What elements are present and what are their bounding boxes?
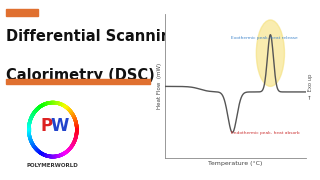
X-axis label: Temperature (°C): Temperature (°C) <box>208 161 262 166</box>
Text: Exothermic peak- heat release: Exothermic peak- heat release <box>231 36 298 40</box>
Text: Endothermic peak- heat absorb: Endothermic peak- heat absorb <box>231 130 300 135</box>
Y-axis label: Heat Flow  (mW): Heat Flow (mW) <box>157 63 162 109</box>
Bar <box>6 79 150 84</box>
Text: P: P <box>40 117 52 135</box>
Text: Differential Scanning: Differential Scanning <box>6 29 182 44</box>
Text: Calorimetry (DSC): Calorimetry (DSC) <box>6 68 155 83</box>
Ellipse shape <box>256 20 284 86</box>
Bar <box>6 9 38 16</box>
Y-axis label: →  Exo up: → Exo up <box>308 74 313 99</box>
Text: POLYMERWORLD: POLYMERWORLD <box>27 163 79 168</box>
Text: W: W <box>50 117 68 135</box>
